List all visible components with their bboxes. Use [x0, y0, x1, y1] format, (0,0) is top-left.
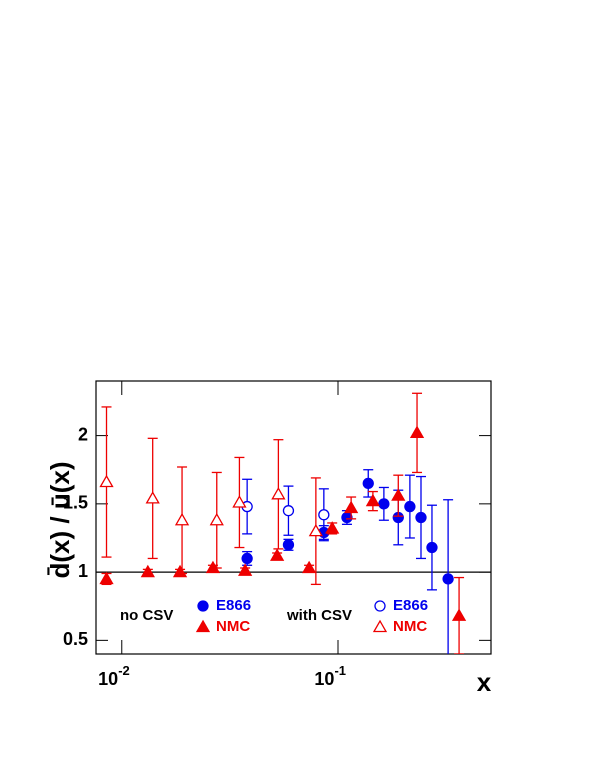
point — [301, 560, 317, 574]
point — [205, 560, 221, 574]
legend-group-label: with CSV — [286, 607, 352, 624]
x-tick-label: 10-2 — [98, 663, 130, 688]
point — [174, 512, 190, 526]
legend-marker — [374, 600, 386, 612]
legend-marker — [372, 619, 388, 633]
point — [391, 488, 406, 501]
point — [426, 541, 438, 554]
point — [409, 425, 425, 439]
y-tick-label: 2 — [78, 424, 88, 444]
x-tick-exponent: -2 — [118, 663, 130, 678]
point — [145, 491, 160, 504]
point — [282, 539, 295, 551]
point — [404, 500, 416, 513]
plot-frame — [95, 380, 492, 655]
point — [415, 511, 427, 524]
plot-area — [99, 392, 467, 654]
point — [365, 493, 381, 507]
point — [270, 548, 285, 561]
point — [232, 495, 247, 508]
legend-label: E866 — [216, 597, 251, 614]
point — [99, 571, 114, 585]
legend-label: E866 — [393, 597, 428, 614]
point — [140, 564, 155, 578]
point — [442, 573, 454, 585]
x-tick-label: 10-1 — [314, 663, 346, 688]
point — [271, 486, 286, 500]
x-tick-base: 10 — [98, 669, 118, 689]
point — [451, 608, 467, 621]
x-axis-label: x — [477, 667, 492, 697]
point — [209, 512, 224, 526]
y-tick-label: 1 — [78, 561, 88, 581]
legend-label: NMC — [393, 618, 427, 635]
point — [325, 521, 340, 534]
legend-marker — [197, 600, 209, 612]
y-tick-label: 0.5 — [63, 629, 88, 649]
y-tick-label: 1.5 — [63, 493, 88, 513]
point — [378, 498, 390, 510]
point — [99, 474, 114, 488]
legend-group-label: no CSV — [120, 607, 173, 624]
point — [238, 563, 253, 576]
point — [282, 505, 295, 517]
point — [172, 564, 188, 578]
point — [241, 552, 253, 565]
point — [318, 509, 330, 521]
x-tick-exponent: -1 — [334, 663, 346, 678]
point — [362, 477, 374, 490]
point — [341, 511, 353, 524]
legend-label: NMC — [216, 618, 250, 635]
legend-marker — [195, 619, 211, 633]
point — [344, 500, 359, 514]
y-axis-label: d̄(x) / ū(x) — [45, 462, 75, 579]
point — [308, 523, 323, 537]
x-tick-base: 10 — [314, 669, 334, 689]
